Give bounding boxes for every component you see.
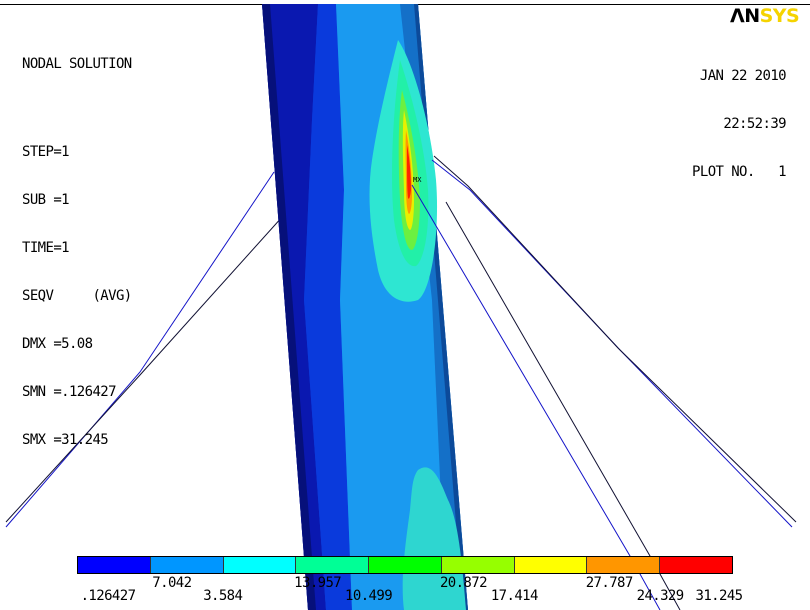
info-dmx: DMX =5.08	[22, 336, 93, 352]
legend-swatch	[150, 557, 224, 573]
logo-sys: SYS	[759, 5, 800, 27]
legend-tick-label: 17.414	[490, 588, 539, 604]
info-smx: SMX =31.245	[22, 432, 109, 448]
legend-tick-label: 3.584	[203, 588, 243, 604]
logo-an: ΛN	[730, 5, 760, 27]
legend-swatch	[660, 557, 733, 573]
legend-swatch	[514, 557, 588, 573]
solution-info: NODAL SOLUTION STEP=1 SUB =1 TIME=1 SEQV…	[22, 24, 132, 480]
plot-time: 22:52:39	[723, 116, 786, 132]
ansys-logo: ΛNSYS	[730, 5, 800, 27]
info-sub: SUB =1	[22, 192, 70, 208]
guy-wire-left	[5, 171, 311, 528]
info-result: SEQV (AVG)	[22, 288, 132, 304]
guy-wire-right	[411, 155, 797, 610]
contour-legend-bar	[77, 556, 733, 574]
legend-tick-label: .126427	[80, 588, 136, 604]
info-time: TIME=1	[22, 240, 70, 256]
legend-tick-label: 10.499	[345, 588, 393, 604]
legend-tick-label: 7.042	[152, 575, 192, 591]
legend-tick-label: 20.872	[439, 575, 488, 591]
plot-date-info: JAN 22 2010 22:52:39 PLOT NO. 1	[676, 36, 787, 212]
legend-tick-label: 27.787	[585, 575, 634, 591]
info-title: NODAL SOLUTION	[22, 56, 132, 72]
legend-swatch	[78, 557, 151, 573]
legend-swatch	[296, 557, 370, 573]
legend-tick-label: 24.329	[636, 588, 685, 604]
plot-number: PLOT NO. 1	[692, 164, 787, 180]
legend-swatch	[441, 557, 515, 573]
legend-tick-label: 13.957	[294, 575, 342, 591]
legend-swatch	[587, 557, 661, 573]
info-smn: SMN =.126427	[22, 384, 117, 400]
plot-date: JAN 22 2010	[699, 68, 787, 84]
beam-column	[262, 4, 468, 610]
legend-swatch	[369, 557, 442, 573]
legend-swatch	[223, 557, 297, 573]
info-step: STEP=1	[22, 144, 70, 160]
max-marker-label: MX	[413, 176, 422, 184]
legend-tick-label: 31.245	[695, 588, 744, 604]
